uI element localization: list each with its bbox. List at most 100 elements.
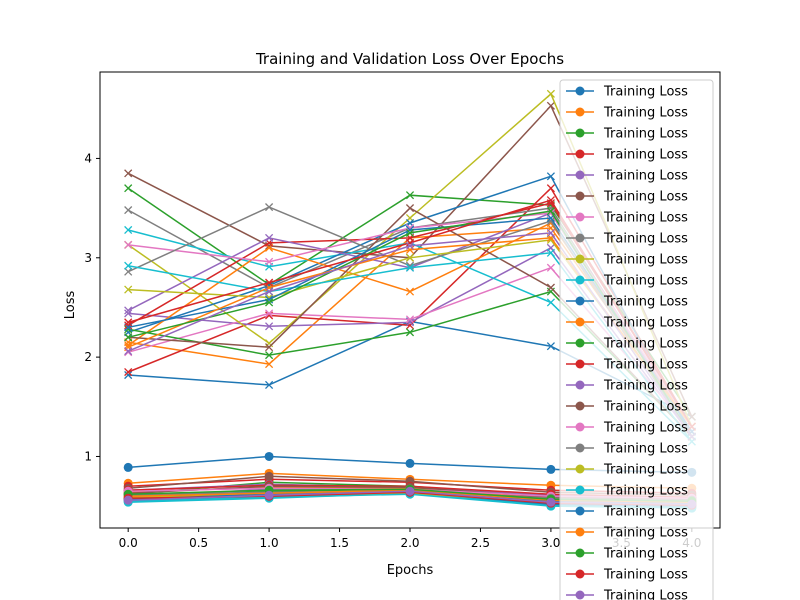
validation-marker-stroke [124, 333, 133, 342]
legend-entry: Training Loss [566, 211, 688, 226]
validation-marker-stroke [124, 261, 133, 270]
validation-marker-stroke [124, 267, 133, 276]
legend-entry: Training Loss [566, 274, 688, 289]
validation-marker-stroke [546, 101, 555, 110]
legend-label: Training Loss [603, 421, 688, 436]
validation-marker-stroke [265, 322, 274, 331]
validation-marker-stroke [124, 321, 133, 330]
validation-marker-stroke [405, 238, 415, 247]
legend-entry: Training Loss [566, 463, 688, 478]
validation-marker [124, 267, 133, 276]
validation-marker [405, 204, 415, 213]
legend-label: Training Loss [603, 253, 688, 268]
legend-swatch-marker [575, 191, 585, 201]
legend-swatch-marker [575, 464, 585, 474]
validation-marker [405, 228, 415, 238]
validation-marker [405, 287, 415, 296]
validation-marker [546, 263, 555, 272]
validation-marker [124, 285, 133, 294]
validation-marker [405, 241, 415, 250]
legend-label: Training Loss [603, 547, 688, 562]
x-tick-label: 2.0 [400, 536, 419, 550]
validation-marker-stroke [265, 295, 274, 304]
validation-marker-stroke [405, 318, 415, 327]
legend-label: Training Loss [603, 337, 688, 352]
legend-swatch-marker [575, 296, 585, 306]
validation-marker [124, 341, 133, 350]
validation-marker [265, 257, 274, 266]
validation-marker [546, 342, 555, 351]
validation-marker-stroke [124, 240, 133, 249]
validation-marker [546, 207, 555, 216]
legend-entry: Training Loss [566, 400, 688, 415]
legend-swatch-marker [575, 485, 585, 495]
validation-marker-stroke [124, 367, 133, 377]
y-tick-label: 4 [84, 151, 92, 165]
validation-marker-stroke [265, 380, 274, 390]
validation-marker-stroke [265, 298, 274, 307]
validation-marker-stroke [405, 315, 415, 324]
legend-label: Training Loss [603, 169, 688, 184]
validation-marker-stroke [546, 207, 555, 216]
legend-swatch-marker [575, 506, 585, 516]
legend-label: Training Loss [603, 463, 688, 478]
x-tick-label: 2.5 [471, 536, 490, 550]
legend-label: Training Loss [603, 190, 688, 205]
legend-entry: Training Loss [566, 484, 688, 499]
legend-swatch-marker [575, 254, 585, 264]
legend-swatch-marker [575, 569, 585, 579]
validation-marker-stroke [405, 253, 415, 262]
validation-marker [124, 184, 133, 193]
validation-marker-stroke [265, 257, 274, 266]
validation-marker-stroke [265, 351, 274, 360]
validation-marker [124, 367, 133, 377]
validation-marker [124, 309, 133, 318]
x-tick-label: 0.5 [189, 536, 208, 550]
training-marker [405, 458, 415, 468]
validation-marker-stroke [546, 196, 555, 205]
legend-entry: Training Loss [566, 526, 688, 541]
legend: Training Loss Training Loss Training Loss T… [559, 79, 714, 600]
training-marker [546, 464, 556, 474]
legend-label: Training Loss [603, 295, 688, 310]
legend-swatch-marker [575, 233, 585, 243]
validation-marker [405, 328, 415, 337]
legend-swatch-marker [575, 170, 585, 180]
y-tick-label: 1 [84, 449, 92, 463]
validation-marker-stroke [405, 191, 415, 200]
x-tick-label: 0.0 [119, 536, 138, 550]
validation-marker [124, 318, 133, 327]
validation-marker [265, 278, 274, 287]
validation-marker-stroke [124, 206, 133, 215]
legend-entry: Training Loss [566, 106, 688, 121]
chart-title: Training and Validation Loss Over Epochs [255, 50, 564, 68]
validation-marker-stroke [405, 321, 415, 330]
x-axis-label: Epochs [387, 563, 434, 578]
y-tick-label: 2 [84, 350, 92, 364]
legend-entry: Training Loss [566, 379, 688, 394]
legend-swatch-marker [575, 107, 585, 117]
legend-label: Training Loss [603, 358, 688, 373]
legend-box [559, 79, 714, 600]
legend-entry: Training Loss [566, 169, 688, 184]
legend-label: Training Loss [603, 85, 688, 100]
validation-marker-stroke [124, 347, 133, 356]
validation-marker-stroke [124, 225, 133, 235]
validation-marker [124, 261, 133, 270]
validation-marker-stroke [265, 203, 274, 212]
legend-entry: Training Loss [566, 253, 688, 268]
legend-entry: Training Loss [566, 568, 688, 583]
legend-entry: Training Loss [566, 505, 688, 520]
legend-swatch-marker [575, 149, 585, 159]
training-marker [264, 490, 274, 500]
validation-marker-stroke [265, 309, 274, 318]
validation-marker-stroke [124, 318, 133, 327]
validation-marker [546, 298, 555, 307]
legend-swatch-marker [575, 86, 585, 96]
training-marker [264, 451, 274, 461]
legend-label: Training Loss [603, 484, 688, 499]
validation-marker-stroke [405, 328, 415, 337]
legend-label: Training Loss [603, 379, 688, 394]
validation-marker-stroke [265, 233, 274, 242]
